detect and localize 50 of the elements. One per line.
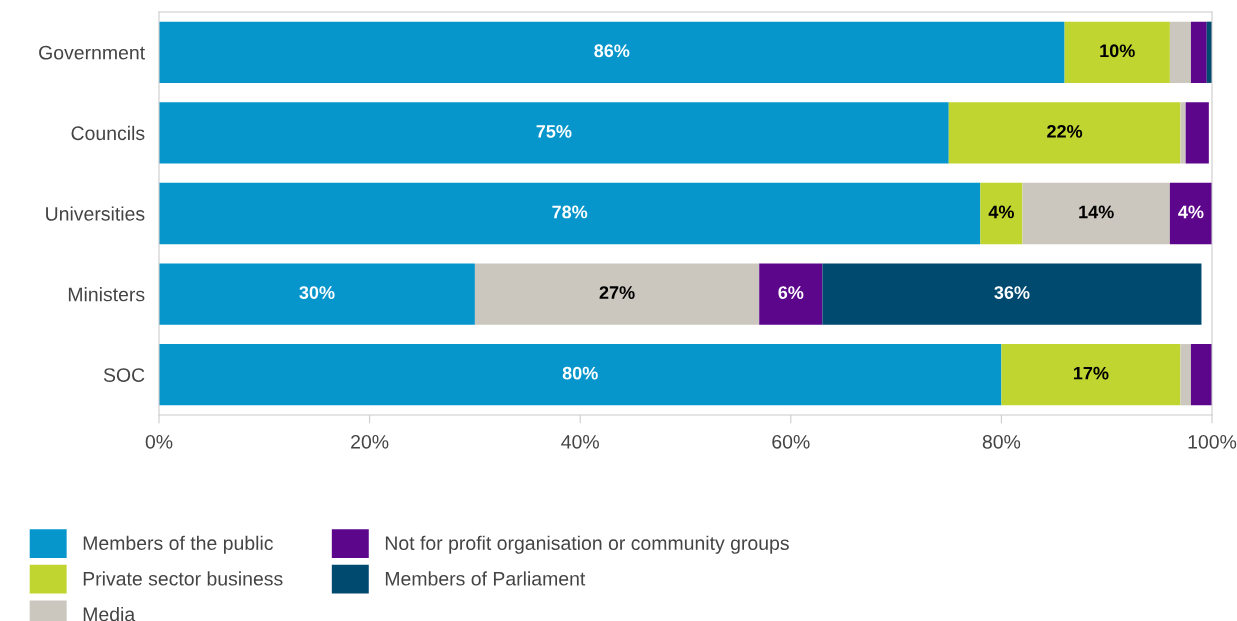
data-label: 10% (1100, 44, 1135, 58)
x-tick-label: 60% (772, 434, 810, 449)
y-tick-label: Government (39, 45, 145, 60)
data-label: 75% (536, 125, 572, 138)
legend-label: Private sector business (83, 571, 283, 586)
bar (159, 21, 1065, 83)
bar (1169, 182, 1212, 245)
y-tick-label: Ministers (68, 287, 145, 302)
bar (1190, 21, 1207, 83)
x-tick-label: 100% (1188, 434, 1237, 449)
bar (159, 102, 949, 164)
bar (1064, 21, 1170, 83)
x-tick-label: 80% (982, 434, 1021, 449)
bar (159, 344, 1002, 406)
bar (159, 182, 981, 245)
data-label: 36% (994, 286, 1030, 299)
data-label: 80% (562, 366, 598, 380)
x-tick-label: 0% (145, 434, 173, 449)
bar (1185, 102, 1209, 164)
data-label: 78% (552, 205, 588, 219)
bar (1022, 182, 1170, 245)
bar (1180, 102, 1186, 164)
bar (822, 263, 1202, 325)
x-tick-label: 40% (561, 434, 599, 449)
data-label: 6% (778, 286, 804, 299)
data-label: 4% (1178, 205, 1204, 219)
data-label: 4% (988, 205, 1014, 219)
data-label: 14% (1079, 205, 1114, 219)
legend-label: Media (83, 606, 136, 621)
bar (1180, 344, 1191, 406)
y-tick-label: SOC (103, 368, 145, 382)
bar (759, 263, 823, 325)
bar (159, 263, 475, 325)
data-label: 30% (299, 286, 335, 299)
x-tick-label: 20% (351, 434, 389, 449)
y-tick-label: Councils (71, 125, 145, 141)
bar (474, 263, 760, 325)
data-label: 17% (1073, 366, 1109, 380)
bar (1169, 21, 1191, 83)
bar (980, 182, 1023, 245)
data-label: 86% (594, 44, 630, 58)
y-tick-label: Universities (46, 206, 145, 221)
bar (1001, 344, 1181, 406)
bar (1190, 344, 1212, 406)
legend-label: Not for profit organisation or community groups (385, 535, 789, 554)
legend-label: Members of the public (83, 535, 273, 554)
data-label: 22% (1047, 124, 1083, 138)
bar (948, 102, 1181, 164)
data-label: 27% (599, 286, 635, 299)
legend-label: Members of Parliament (385, 571, 586, 586)
